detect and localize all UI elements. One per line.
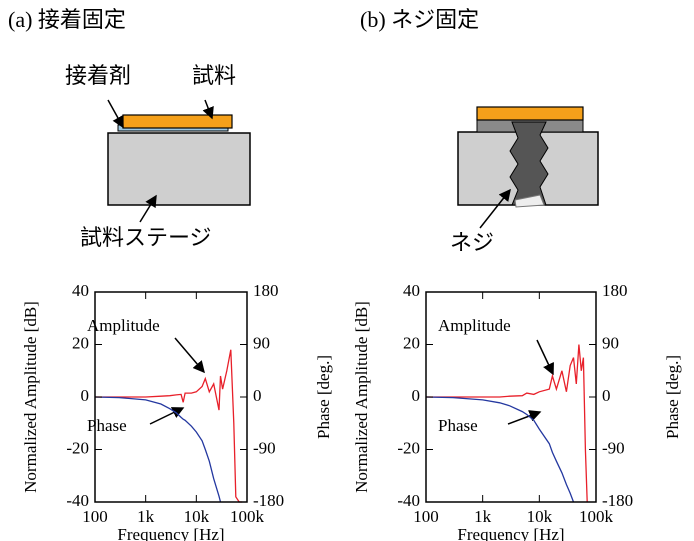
x-tick-label: 1k: [474, 507, 492, 526]
x-axis-label: Frequency [Hz]: [457, 525, 564, 541]
y-axis-label: Normalized Amplitude [dB]: [21, 301, 40, 493]
x-axis-label: Frequency [Hz]: [117, 525, 224, 541]
x-tick-label: 10k: [184, 507, 210, 526]
panel-title: (b) ネジ固定: [360, 7, 479, 32]
y2-tick-label: 180: [602, 281, 628, 300]
annotation: Amplitude: [438, 316, 511, 335]
diagram-label: ネジ: [450, 230, 494, 255]
y-tick-label: -20: [66, 438, 89, 457]
annotation: Phase: [438, 416, 478, 435]
y2-tick-label: -90: [602, 438, 625, 457]
x-tick-label: 10k: [527, 507, 553, 526]
y-tick-label: 20: [72, 333, 89, 352]
y2-tick-label: 180: [253, 281, 279, 300]
y-tick-label: 20: [403, 333, 420, 352]
y2-axis-label: Phase [deg.]: [314, 355, 333, 439]
y2-tick-label: 0: [602, 386, 611, 405]
annotation: Amplitude: [87, 316, 160, 335]
diagram-b: ネジ: [450, 107, 598, 255]
diagram-label: 試料: [192, 63, 236, 88]
y-tick-label: -40: [66, 491, 89, 510]
diagram-label: 試料ステージ: [80, 225, 212, 250]
y2-tick-label: -180: [602, 491, 633, 510]
y-tick-label: 0: [412, 386, 421, 405]
y-tick-label: -20: [397, 438, 420, 457]
y-tick-label: -40: [397, 491, 420, 510]
series-line: [95, 397, 221, 502]
x-tick-label: 1k: [137, 507, 155, 526]
panel-title: (a) 接着固定: [8, 7, 126, 32]
y-axis-label: Normalized Amplitude [dB]: [352, 301, 371, 493]
annotation: Phase: [87, 416, 127, 435]
y-tick-label: 0: [81, 386, 90, 405]
diagram-a: 接着剤 試料 試料ステージ: [65, 63, 250, 250]
y-tick-label: 40: [403, 281, 420, 300]
figure: (a) 接着固定 (b) ネジ固定 接着剤 試料 試料ステージ ネジ 1001k…: [0, 0, 694, 541]
y2-tick-label: -180: [253, 491, 284, 510]
y2-tick-label: 90: [602, 333, 619, 352]
y2-axis-label: Phase [deg.]: [663, 355, 682, 439]
y-tick-label: 40: [72, 281, 89, 300]
y2-tick-label: -90: [253, 438, 276, 457]
series-line: [426, 397, 574, 502]
diagram-label: 接着剤: [65, 63, 131, 88]
y2-tick-label: 90: [253, 333, 270, 352]
y2-tick-label: 0: [253, 386, 262, 405]
